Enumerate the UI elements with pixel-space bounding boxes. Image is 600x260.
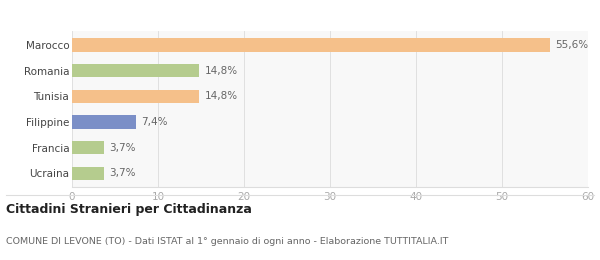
Text: COMUNE DI LEVONE (TO) - Dati ISTAT al 1° gennaio di ogni anno - Elaborazione TUT: COMUNE DI LEVONE (TO) - Dati ISTAT al 1°…	[6, 237, 448, 246]
Text: 3,7%: 3,7%	[109, 168, 136, 178]
Text: 14,8%: 14,8%	[205, 91, 238, 101]
Text: 14,8%: 14,8%	[205, 66, 238, 76]
Bar	[72, 167, 104, 180]
Bar	[72, 115, 136, 129]
Bar	[72, 141, 104, 154]
Legend: Africa, Europa, Asia: Africa, Europa, Asia	[219, 0, 441, 1]
Text: 55,6%: 55,6%	[556, 40, 589, 50]
Bar	[72, 38, 550, 52]
Bar	[72, 64, 199, 77]
Text: Cittadini Stranieri per Cittadinanza: Cittadini Stranieri per Cittadinanza	[6, 203, 252, 216]
Bar	[72, 90, 199, 103]
Text: 7,4%: 7,4%	[141, 117, 167, 127]
Text: 3,7%: 3,7%	[109, 143, 136, 153]
